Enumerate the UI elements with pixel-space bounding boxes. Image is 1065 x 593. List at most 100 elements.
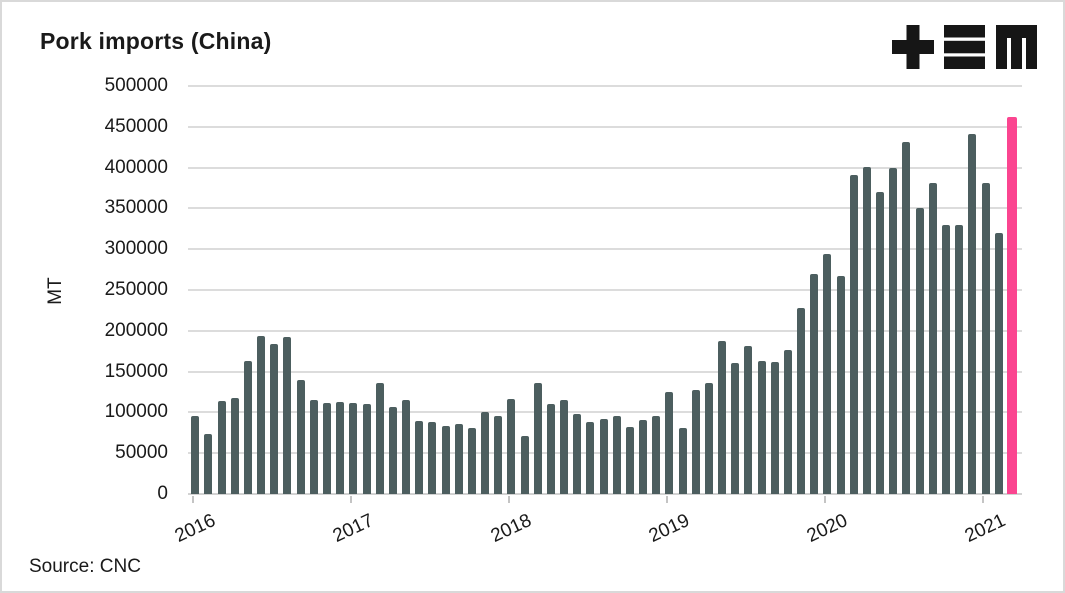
x-tick-label: 2019: [645, 510, 693, 547]
bar: [454, 423, 463, 494]
gridline: [188, 411, 1022, 414]
gridline: [188, 289, 1022, 291]
x-tick-label: 2021: [961, 510, 1009, 547]
bar: [309, 400, 318, 494]
bar: [533, 383, 542, 494]
source-note: Source: CNC: [29, 556, 141, 577]
bar: [770, 361, 779, 494]
bar: [612, 416, 621, 494]
bar: [757, 361, 766, 494]
bar: [981, 183, 990, 494]
bar: [257, 335, 266, 494]
bar: [823, 254, 832, 494]
gridline: [188, 370, 1022, 373]
gridline: [188, 207, 1022, 210]
bar: [204, 434, 213, 494]
y-tick-label: 150000: [104, 360, 168, 382]
bar: [928, 183, 937, 494]
bar: [230, 397, 239, 494]
bar: [639, 419, 648, 494]
triple-bar-icon: [944, 25, 985, 69]
bar: [665, 392, 674, 494]
bar: [902, 142, 911, 494]
bar: [876, 192, 885, 494]
bar: [560, 400, 569, 494]
x-tick-label: 2017: [329, 510, 377, 547]
gridline: [188, 329, 1022, 332]
bar: [994, 232, 1003, 494]
y-tick-label: 450000: [104, 115, 168, 137]
x-tick-mark: [823, 496, 826, 503]
bar: [494, 416, 503, 494]
x-axis-line: [188, 493, 1022, 495]
y-tick-label: 400000: [104, 156, 168, 178]
bar: [573, 414, 582, 494]
bar: [402, 400, 411, 494]
bar-highlighted: [1006, 117, 1017, 494]
bar: [481, 412, 490, 494]
y-tick-label: 500000: [104, 75, 168, 96]
bar: [941, 224, 950, 494]
x-tick-mark: [507, 496, 510, 503]
y-tick-label: 200000: [104, 319, 168, 341]
bar: [349, 403, 358, 494]
plus-icon: [892, 25, 934, 69]
bar: [849, 174, 858, 494]
bar: [586, 422, 595, 494]
gridline: [188, 125, 1022, 128]
y-tick-label: 350000: [104, 197, 168, 219]
x-tick-label: 2020: [803, 510, 851, 547]
x-tick-mark: [981, 496, 984, 503]
bar: [467, 427, 476, 494]
bar: [243, 361, 252, 494]
y-tick-label: 100000: [104, 401, 168, 423]
bar: [744, 345, 753, 494]
bar: [797, 307, 806, 494]
bar: [283, 336, 292, 494]
bar: [375, 383, 384, 494]
bar: [678, 427, 687, 494]
bar: [520, 436, 529, 494]
bar: [323, 402, 331, 494]
bar: [955, 224, 964, 494]
bar: [388, 406, 397, 494]
bar: [428, 422, 437, 494]
bar: [836, 276, 845, 494]
gridline: [188, 85, 1022, 87]
bar: [415, 421, 424, 494]
bar: [718, 341, 727, 494]
bar: [968, 134, 977, 494]
y-tick-label: 300000: [104, 238, 168, 260]
bar: [889, 167, 898, 494]
plot-area: MT 0 50000 100000 150000 200000 250000 300000 3…: [45, 75, 1022, 547]
bar: [507, 399, 516, 494]
bar: [217, 400, 226, 494]
bar: [296, 379, 305, 494]
tem-logo: [892, 25, 1037, 69]
gridline: [188, 248, 1022, 251]
bar: [362, 404, 371, 494]
gridline: [188, 166, 1022, 169]
x-tick-label: 2016: [171, 510, 219, 547]
bar: [704, 383, 713, 494]
x-tick-label: 2018: [487, 510, 535, 547]
x-tick-mark: [191, 496, 194, 503]
bar: [915, 208, 924, 494]
bar: [652, 416, 661, 494]
y-tick-label: 250000: [104, 279, 168, 300]
page-title: Pork imports (China): [40, 28, 272, 54]
y-tick-label: 50000: [115, 442, 168, 464]
bar: [546, 404, 555, 494]
bar: [270, 343, 279, 494]
bar: [599, 418, 608, 494]
bar: [862, 166, 871, 494]
x-tick-mark: [665, 496, 668, 503]
y-tick-label: 0: [157, 483, 168, 504]
bar: [691, 389, 700, 494]
bar: [191, 415, 200, 494]
bar: [336, 401, 345, 494]
bar: [625, 427, 634, 494]
m-icon: [996, 25, 1037, 69]
bar: [810, 273, 819, 494]
